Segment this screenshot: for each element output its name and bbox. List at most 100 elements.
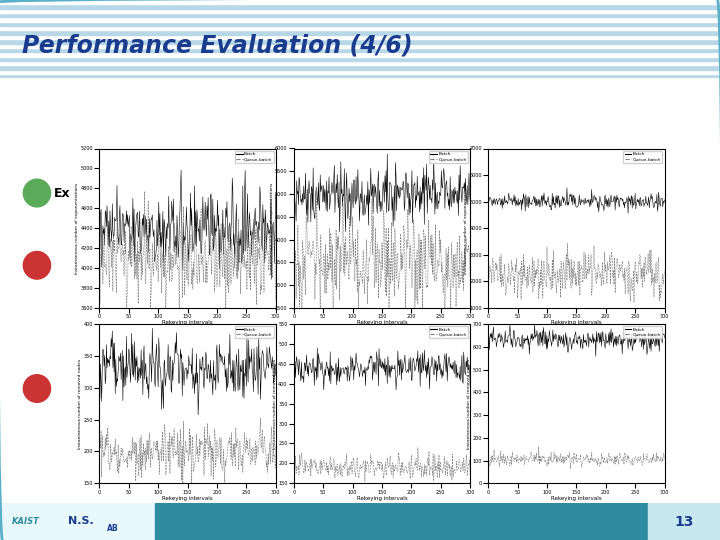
Queue-batch (271, 443, 280, 449)
Bar (0, 52, 720, 57)
Batch (289, 370, 298, 376)
Bar (155, 503, 648, 540)
Queue-batch (361, 457, 370, 464)
Batch (484, 339, 492, 346)
Bar (0, 48, 720, 52)
Text: N.S.: N.S. (68, 516, 94, 526)
Batch (383, 151, 392, 157)
X-axis label: Rekeying intervals: Rekeying intervals (162, 320, 213, 326)
Batch (177, 167, 186, 173)
Batch (361, 366, 370, 372)
Queue-batch (556, 454, 564, 460)
Batch (660, 334, 669, 341)
X-axis label: Rekeying intervals: Rekeying intervals (356, 496, 408, 501)
Queue-batch (256, 415, 265, 421)
Batch (95, 386, 104, 392)
Batch (368, 355, 377, 362)
Batch (454, 212, 463, 219)
Queue-batch (429, 478, 438, 484)
Batch (649, 198, 657, 205)
Queue-batch (484, 460, 492, 466)
Batch (267, 276, 276, 282)
Batch (173, 350, 181, 356)
Queue-batch (534, 443, 543, 450)
Text: 13: 13 (675, 515, 693, 529)
Ellipse shape (23, 179, 50, 207)
Batch (634, 199, 642, 205)
Bar (0, 26, 720, 30)
Line: Batch: Batch (488, 325, 665, 356)
Queue-batch (660, 456, 669, 462)
X-axis label: Rekeying intervals: Rekeying intervals (162, 496, 213, 501)
Batch (244, 230, 253, 237)
Batch (561, 198, 570, 205)
Batch (361, 207, 370, 214)
Bar (0, 13, 720, 17)
Batch (411, 366, 420, 372)
Queue-batch (413, 444, 422, 451)
Y-axis label: Instantaneous number of removed nodes: Instantaneous number of removed nodes (467, 359, 471, 449)
Queue-batch (562, 454, 570, 460)
Queue-batch (235, 467, 243, 473)
Text: Performance Evaluation (4/6): Performance Evaluation (4/6) (22, 33, 413, 57)
Batch (556, 332, 564, 338)
Ellipse shape (23, 375, 50, 402)
Batch (320, 387, 328, 393)
Legend: Batch, Queue-batch: Batch, Queue-batch (429, 326, 468, 338)
Batch (660, 197, 669, 203)
Text: KAIST: KAIST (12, 517, 40, 526)
Queue-batch (605, 261, 613, 268)
Batch (429, 157, 438, 163)
Batch (259, 220, 268, 226)
Queue-batch (566, 465, 575, 472)
Batch (235, 377, 243, 384)
Y-axis label: Instantaneous number of exponentiations: Instantaneous number of exponentiations (75, 183, 79, 274)
Queue-batch (429, 268, 438, 274)
Bar (648, 503, 720, 540)
Queue-batch (466, 471, 474, 478)
Queue-batch (312, 184, 321, 190)
Queue-batch (289, 285, 298, 291)
Batch (167, 386, 176, 393)
Batch (289, 187, 298, 194)
Bar (0, 44, 720, 48)
Batch (260, 368, 269, 374)
Batch (624, 346, 632, 352)
Queue-batch (630, 300, 639, 306)
Queue-batch (122, 326, 131, 332)
Bar (0, 61, 720, 65)
Queue-batch (563, 240, 572, 247)
Batch (429, 372, 438, 378)
Batch (454, 370, 463, 376)
Queue-batch (561, 286, 570, 292)
Queue-batch (216, 460, 225, 467)
Legend: Batch, Queue-batch: Batch, Queue-batch (429, 151, 468, 163)
Queue-batch (634, 276, 642, 283)
Batch (439, 364, 448, 370)
Line: Queue-batch: Queue-batch (488, 244, 665, 303)
Batch (194, 411, 202, 418)
Batch (606, 329, 614, 335)
Bar (0, 70, 720, 74)
Queue-batch (140, 188, 149, 194)
Queue-batch (361, 478, 369, 485)
Batch (271, 191, 280, 197)
Queue-batch (260, 289, 269, 295)
Bar (0, 74, 720, 78)
Batch (217, 359, 225, 365)
Queue-batch (454, 267, 463, 274)
Ellipse shape (23, 252, 50, 279)
Batch (367, 193, 376, 199)
Batch (216, 242, 225, 248)
Batch (166, 221, 175, 228)
Line: Batch: Batch (99, 328, 276, 415)
Batch (313, 345, 322, 351)
Bar (0, 65, 720, 70)
Batch (605, 198, 613, 205)
Batch (235, 228, 243, 234)
Batch (95, 219, 104, 225)
X-axis label: Rekeying intervals: Rekeying intervals (551, 320, 602, 326)
Queue-batch (289, 462, 298, 468)
Line: Queue-batch: Queue-batch (294, 448, 470, 482)
Queue-batch (555, 269, 564, 276)
